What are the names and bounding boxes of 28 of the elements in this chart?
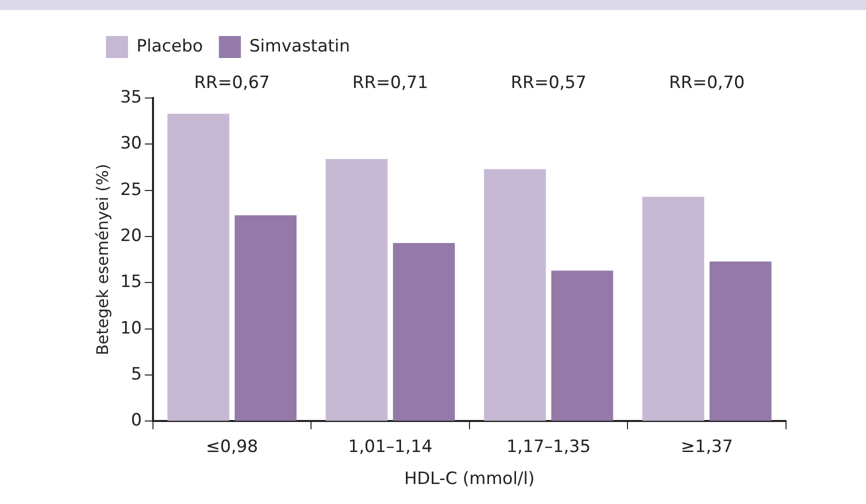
y-tick-label: 15	[120, 272, 142, 292]
legend-label: Placebo	[136, 36, 203, 56]
text: RR=0,71	[352, 72, 428, 93]
bar	[551, 270, 614, 421]
text: RR=0,57	[510, 72, 586, 93]
x-tick-label: 1,01–1,14	[348, 436, 432, 457]
y-tick-label: 35	[120, 87, 142, 108]
bar	[167, 114, 230, 421]
x-tick-label: ≥1,37	[680, 436, 733, 457]
y-axis-title: Betegek eseményei (%)	[92, 164, 112, 356]
bar	[642, 196, 704, 421]
x-tick-label: 1,17–1,35	[506, 436, 591, 457]
bar	[326, 158, 388, 421]
bar	[392, 242, 455, 421]
text: RR=0,70	[668, 72, 745, 93]
bar	[710, 261, 772, 421]
legend-label: Simvastatin	[249, 36, 350, 56]
y-tick-label: 30	[120, 134, 142, 154]
bar	[484, 169, 546, 421]
y-tick-label: 0	[131, 410, 142, 431]
y-tick-label: 10	[120, 318, 142, 338]
y-tick-label: 5	[131, 364, 142, 384]
bar	[234, 215, 297, 421]
x-axis-title: HDL-C (mmol/l)	[404, 469, 535, 490]
y-tick-label: 20	[120, 226, 142, 246]
text: RR=0,67	[194, 72, 270, 93]
x-tick-label: ≤0,98	[206, 436, 258, 457]
y-tick-label: 25	[120, 180, 142, 200]
